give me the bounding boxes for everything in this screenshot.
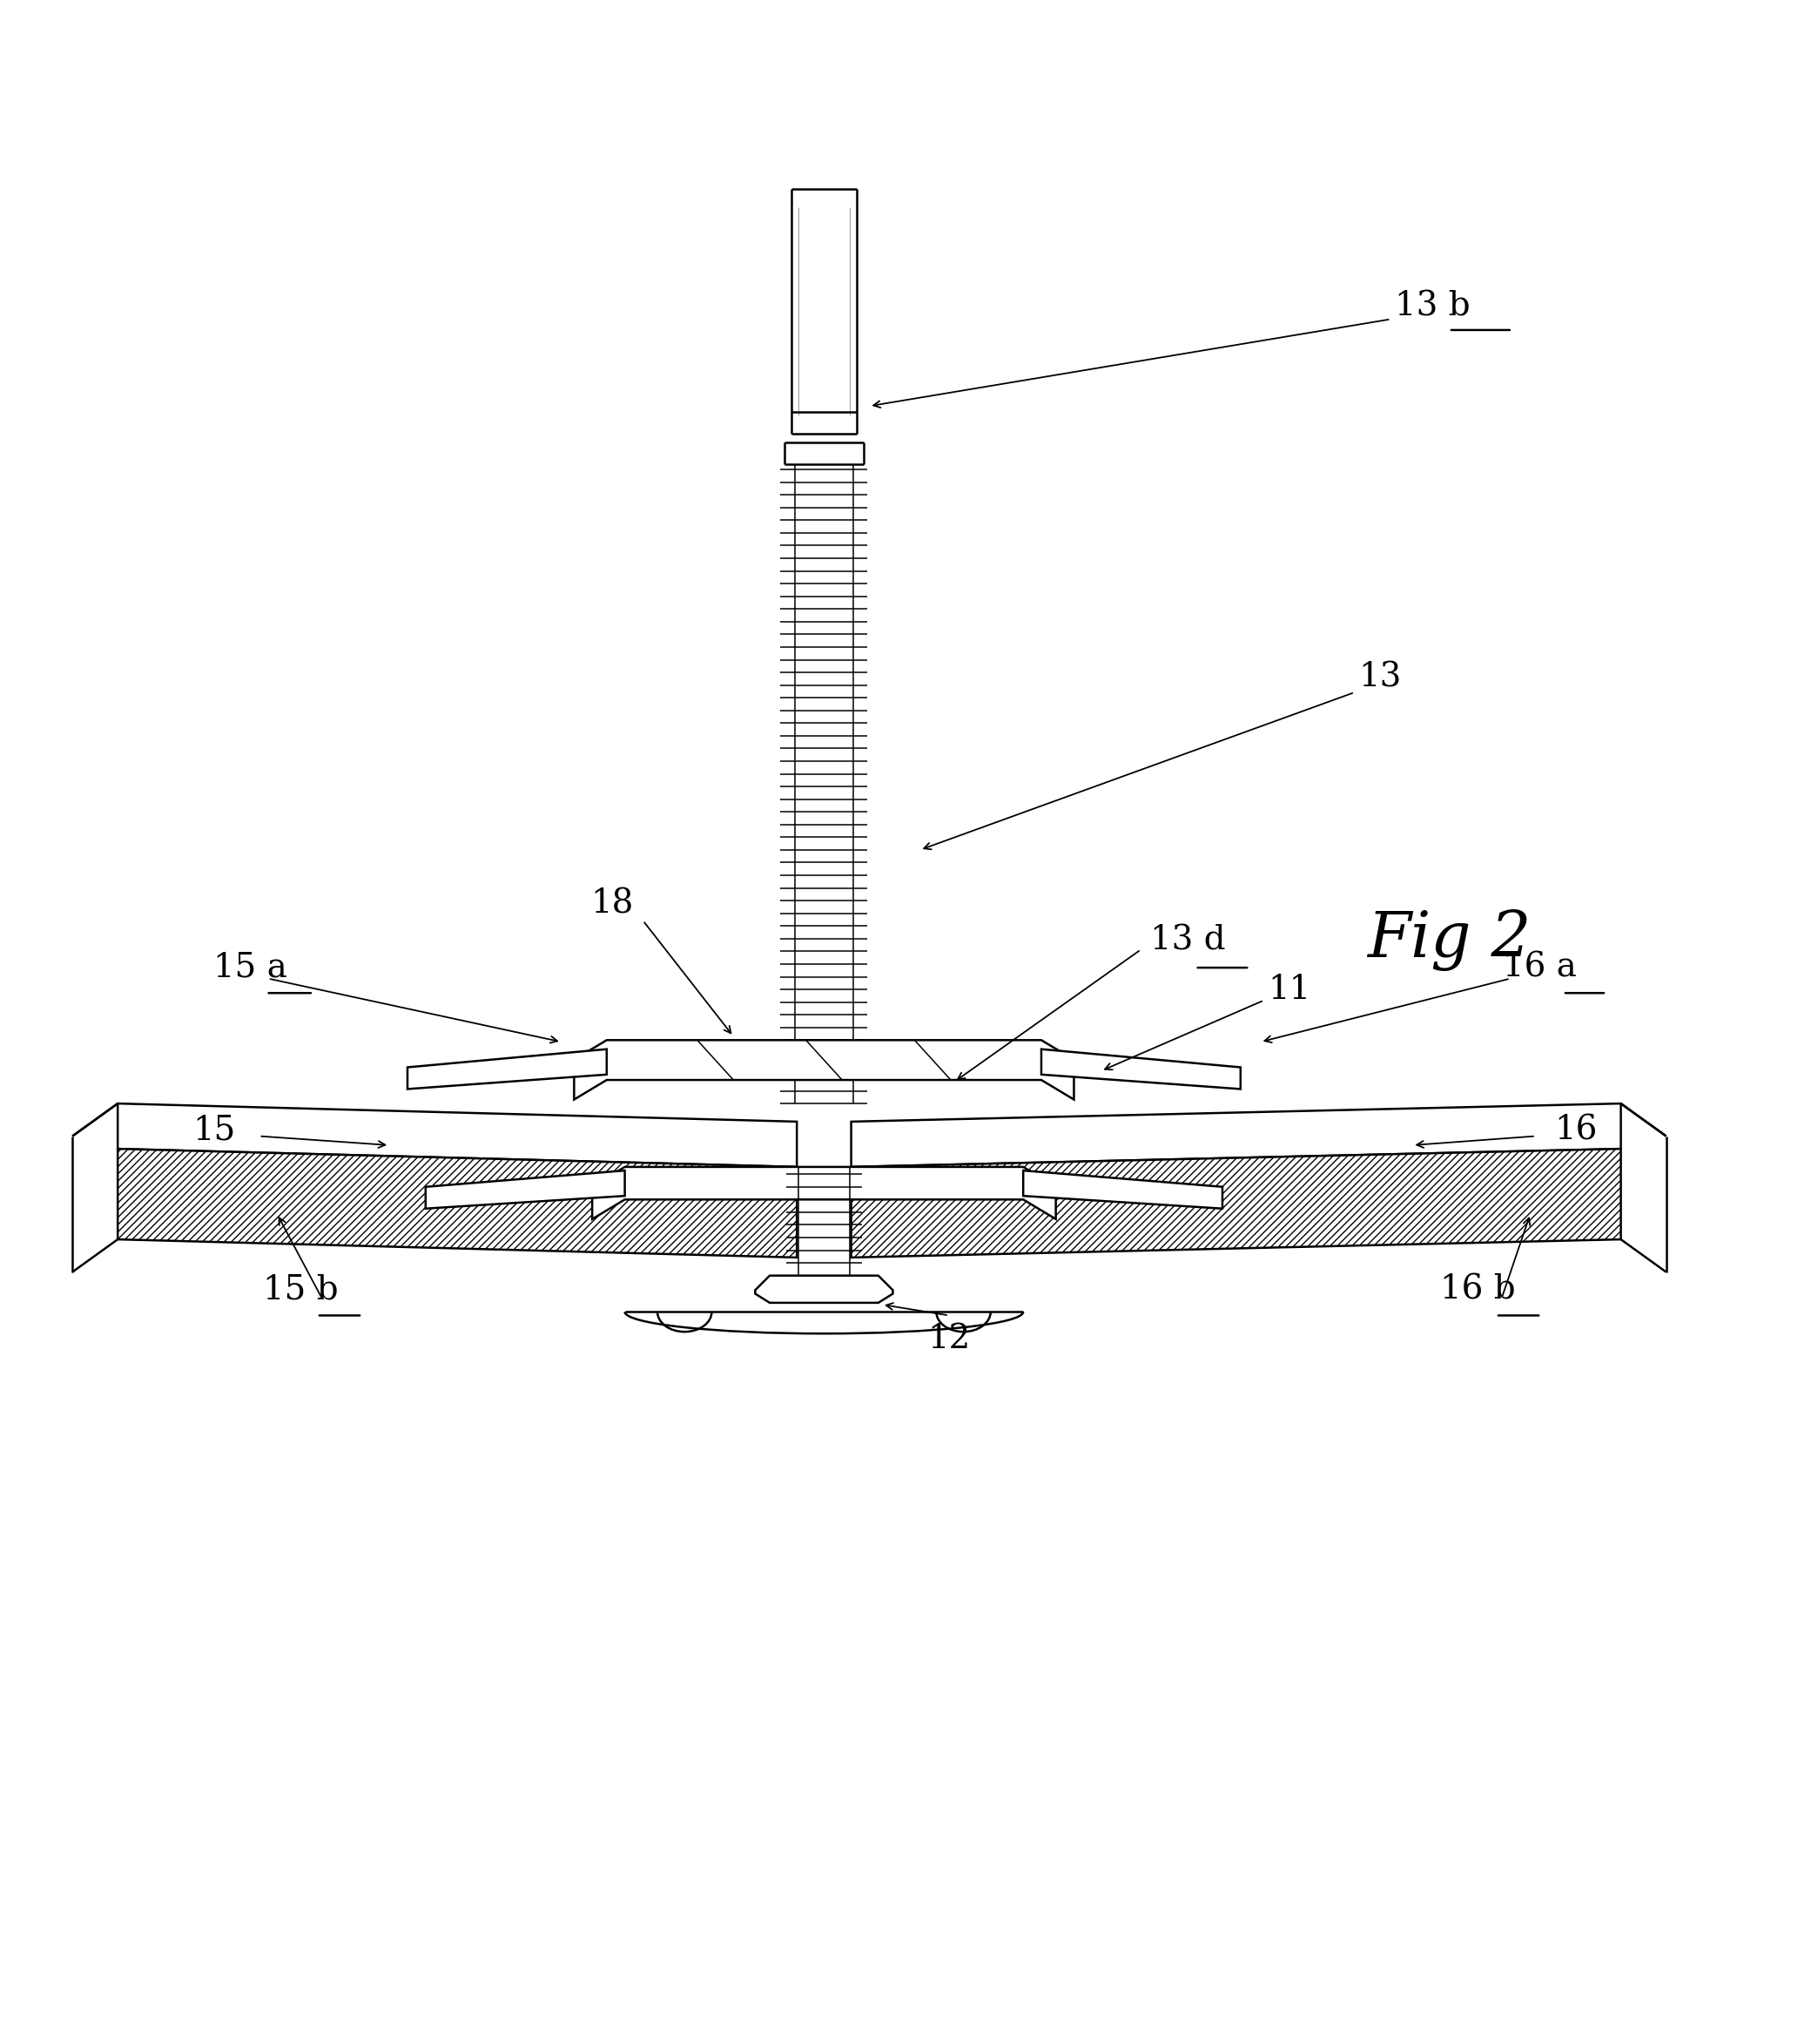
- Text: 13 b: 13 b: [1394, 290, 1471, 323]
- Polygon shape: [118, 1149, 797, 1257]
- Text: 15 a: 15 a: [214, 953, 288, 983]
- Text: 13: 13: [1358, 662, 1402, 693]
- Polygon shape: [407, 1049, 607, 1089]
- Polygon shape: [426, 1171, 625, 1208]
- Polygon shape: [1023, 1171, 1222, 1208]
- Text: 13 d: 13 d: [1150, 924, 1226, 957]
- Text: 16 a: 16 a: [1503, 953, 1577, 983]
- Text: 15 b: 15 b: [263, 1273, 339, 1306]
- Polygon shape: [755, 1275, 893, 1302]
- Polygon shape: [1041, 1049, 1241, 1089]
- Text: 11: 11: [1268, 973, 1311, 1006]
- Text: 15: 15: [192, 1114, 235, 1147]
- Polygon shape: [851, 1104, 1621, 1167]
- Text: 12: 12: [927, 1322, 971, 1355]
- Polygon shape: [118, 1104, 797, 1167]
- Text: 18: 18: [590, 889, 634, 920]
- Text: 16 b: 16 b: [1440, 1273, 1516, 1306]
- Text: Fig 2: Fig 2: [1367, 910, 1530, 971]
- Polygon shape: [574, 1040, 1074, 1100]
- Text: 16: 16: [1554, 1114, 1597, 1147]
- Polygon shape: [592, 1167, 1056, 1218]
- Polygon shape: [851, 1149, 1621, 1257]
